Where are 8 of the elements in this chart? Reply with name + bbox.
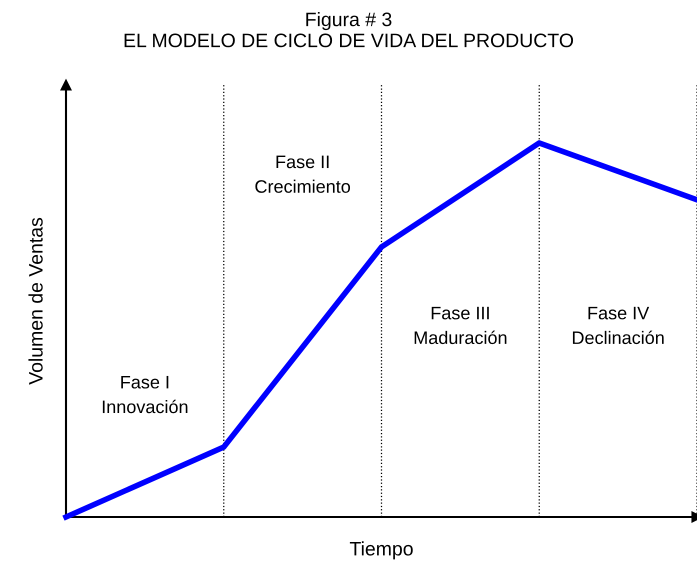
- chart-subtitle: EL MODELO DE CICLO DE VIDA DEL PRODUCTO: [124, 34, 574, 48]
- chart-title: Figura # 3: [306, 12, 392, 30]
- annotation: Fase IV Declinación: [572, 306, 664, 344]
- annotation: Fase III Maduración: [414, 306, 506, 344]
- annotation: Fase I Innovación: [102, 376, 188, 414]
- y-axis-title: Volumen de Ventas: [28, 218, 43, 385]
- x-axis-title: Tiempo: [350, 541, 413, 560]
- annotation: Fase II Crecimiento: [255, 156, 350, 193]
